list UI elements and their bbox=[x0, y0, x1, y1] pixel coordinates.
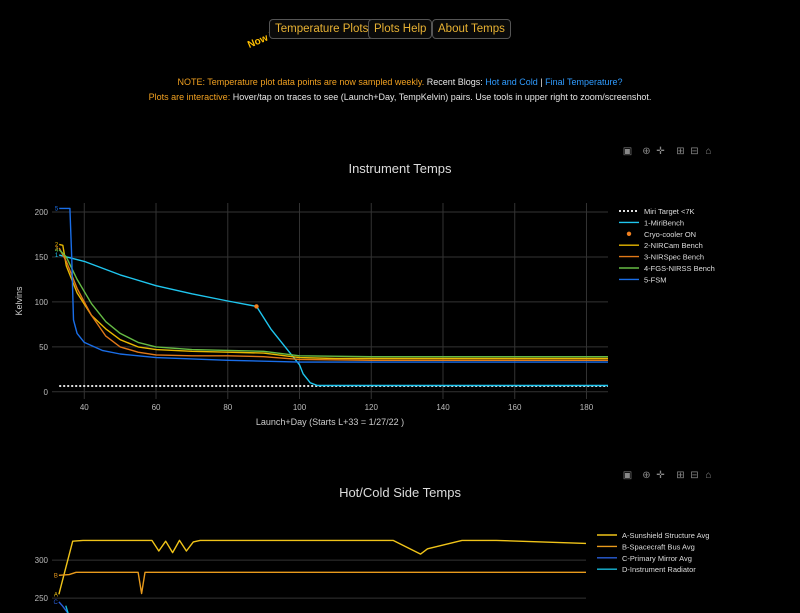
1-miribench-line bbox=[59, 254, 608, 387]
legend-label-1-miribench: 1-MiriBench bbox=[644, 218, 684, 227]
3-nirspec-bench-line bbox=[58, 247, 608, 361]
5-fsm-line bbox=[59, 207, 608, 363]
camera-icon[interactable]: ▣ bbox=[622, 146, 633, 157]
zoom-icon[interactable]: ⊕ bbox=[642, 470, 651, 481]
chart2-modebar: ▣ ⊕ ✛ ⊞ ⊟ ⌂ bbox=[622, 470, 714, 484]
interactive-notice: Plots are interactive: Hover/tap on trac… bbox=[0, 92, 800, 102]
final-temperature-link[interactable]: Final Temperature? bbox=[545, 77, 623, 87]
zoom-in-icon[interactable]: ⊞ bbox=[676, 146, 685, 157]
a-sunshield-structure-avg-start-label: A bbox=[54, 592, 58, 598]
3-nirspec-bench-start-label: 3 bbox=[55, 246, 59, 252]
home-icon[interactable]: ⌂ bbox=[705, 146, 712, 157]
4-fgs-nirss-bench-line bbox=[58, 249, 608, 358]
2-nircam-bench-line bbox=[59, 243, 608, 360]
link-separator: | bbox=[537, 77, 546, 87]
legend-label-miri-target-7k: Miri Target <7K bbox=[644, 207, 695, 216]
interactive-text: Hover/tap on traces to see (Launch+Day, … bbox=[230, 92, 652, 102]
zoom-out-icon[interactable]: ⊟ bbox=[690, 470, 699, 481]
cryo-cooler-on-point bbox=[254, 304, 259, 309]
chart1-title: Instrument Temps bbox=[348, 161, 452, 176]
legend-label-d-instrument-radiator: D-Instrument Radiator bbox=[622, 565, 696, 574]
hot-cold-temps-chart[interactable]: 200250300ABCA-Sunshield Structure AvgB-S… bbox=[0, 513, 800, 613]
x-tick-label: 60 bbox=[152, 403, 161, 412]
y-tick-label: 0 bbox=[44, 388, 49, 397]
y-tick-label: 100 bbox=[35, 298, 49, 307]
home-icon[interactable]: ⌂ bbox=[705, 470, 712, 481]
x-tick-label: 80 bbox=[223, 403, 232, 412]
x-axis-label: Launch+Day (Starts L+33 = 1/27/22 ) bbox=[256, 417, 404, 427]
legend-label-c-primary-mirror-avg: C-Primary Mirror Avg bbox=[622, 554, 692, 563]
legend-label-4-fgs-nirss-bench: 4-FGS-NIRSS Bench bbox=[644, 264, 715, 273]
y-tick-label: 150 bbox=[35, 253, 49, 262]
y-tick-label: 200 bbox=[35, 208, 49, 217]
legend-label-2-nircam-bench: 2-NIRCam Bench bbox=[644, 241, 703, 250]
y-tick-label: 50 bbox=[39, 343, 48, 352]
instrument-temps-chart[interactable]: 40 60 80 100 120 140 160 180 0 50 100 150 200 Launch+… bbox=[0, 195, 800, 427]
plot-area bbox=[58, 539, 586, 613]
legend-swatch-cryo-cooler-on bbox=[626, 231, 632, 236]
legend-label-3-nirspec-bench: 3-NIRSpec Bench bbox=[644, 253, 704, 262]
weekly-sampling-notice: NOTE: Temperature plot data points are n… bbox=[0, 77, 800, 87]
legend-label-a-sunshield-structure-avg: A-Sunshield Structure Avg bbox=[622, 531, 709, 540]
legend-label-cryo-cooler-on: Cryo-cooler ON bbox=[644, 230, 696, 239]
y-tick-label: 250 bbox=[35, 594, 49, 603]
chart1-modebar: ▣ ⊕ ✛ ⊞ ⊟ ⌂ bbox=[622, 146, 714, 160]
interactive-label: Plots are interactive: bbox=[148, 92, 231, 102]
y-axis-label: Kelvins bbox=[14, 286, 24, 316]
1-miribench-start-label: 1 bbox=[55, 253, 59, 259]
2-nircam-bench-start-label: 2 bbox=[55, 242, 59, 248]
zoom-in-icon[interactable]: ⊞ bbox=[676, 470, 685, 481]
recent-blogs-label: Recent Blogs: bbox=[424, 77, 486, 87]
x-tick-label: 180 bbox=[580, 403, 594, 412]
notice-label: NOTE: Temperature plot data points are n… bbox=[177, 77, 425, 87]
4-fgs-nirss-bench-start-label: 4 bbox=[55, 248, 59, 254]
pan-icon[interactable]: ✛ bbox=[656, 146, 665, 157]
c-primary-mirror-avg-line bbox=[58, 601, 69, 613]
b-spacecraft-bus-avg-start-label: B bbox=[54, 573, 58, 579]
hot-and-cold-link[interactable]: Hot and Cold bbox=[485, 77, 538, 87]
x-tick-label: 120 bbox=[365, 403, 379, 412]
plot-area bbox=[58, 207, 608, 387]
zoom-out-icon[interactable]: ⊟ bbox=[690, 146, 699, 157]
plots-help-button[interactable]: Plots Help bbox=[368, 19, 433, 39]
zoom-icon[interactable]: ⊕ bbox=[642, 146, 651, 157]
x-tick-label: 160 bbox=[508, 403, 522, 412]
y-tick-label: 300 bbox=[35, 556, 49, 565]
pan-icon[interactable]: ✛ bbox=[656, 470, 665, 481]
top-nav: Now Weekly Temperature Plots Plots Help … bbox=[0, 18, 800, 51]
camera-icon[interactable]: ▣ bbox=[622, 470, 633, 481]
d-instrument-radiator-line bbox=[65, 605, 69, 613]
about-temps-button[interactable]: About Temps bbox=[432, 19, 511, 39]
chart2-title: Hot/Cold Side Temps bbox=[339, 485, 461, 500]
x-tick-label: 100 bbox=[293, 403, 307, 412]
5-fsm-start-label: 5 bbox=[55, 206, 59, 212]
x-tick-label: 140 bbox=[436, 403, 450, 412]
temperature-plots-button[interactable]: Temperature Plots bbox=[269, 19, 375, 39]
legend-label-5-fsm: 5-FSM bbox=[644, 275, 667, 284]
b-spacecraft-bus-avg-line bbox=[58, 571, 586, 595]
a-sunshield-structure-avg-line bbox=[58, 539, 586, 595]
legend-label-b-spacecraft-bus-avg: B-Spacecraft Bus Avg bbox=[622, 542, 695, 551]
c-primary-mirror-avg-start-label: C bbox=[54, 600, 59, 606]
x-tick-label: 40 bbox=[80, 403, 89, 412]
